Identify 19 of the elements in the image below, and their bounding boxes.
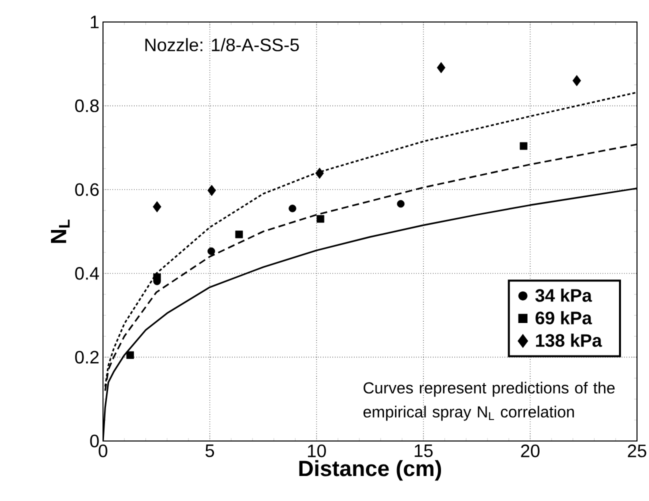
annotation: Curves represent predictions of the empirical spray N$_{L}$ correlation xyxy=(363,382,615,421)
x-tick-label: 10 xyxy=(308,444,326,458)
x-tick-label: 15 xyxy=(414,444,433,458)
x-tick-label: 20 xyxy=(521,444,540,458)
legend-label: 34 kPa xyxy=(535,288,592,302)
y-tick-label: 1 xyxy=(90,16,99,28)
y-tick-label: 0.2 xyxy=(75,350,99,364)
y-axis-title: N$_{L}$ xyxy=(51,220,70,243)
legend-label: 69 kPa xyxy=(536,311,592,324)
x-tick-label: 0 xyxy=(98,444,108,458)
y-tick-label: 0 xyxy=(90,434,99,448)
y-tick-label: 0.8 xyxy=(75,99,99,112)
x-axis-title: Distance (cm) xyxy=(299,460,442,481)
x-tick-label: 5 xyxy=(206,444,214,458)
y-tick-label: 0.6 xyxy=(75,183,99,196)
annotation: Nozzle: 1/8-A-SS-5 xyxy=(145,38,299,52)
y-tick-label: 0.4 xyxy=(75,267,99,280)
x-tick-label: 25 xyxy=(628,444,646,458)
legend-label: 138 kPa xyxy=(536,334,602,347)
